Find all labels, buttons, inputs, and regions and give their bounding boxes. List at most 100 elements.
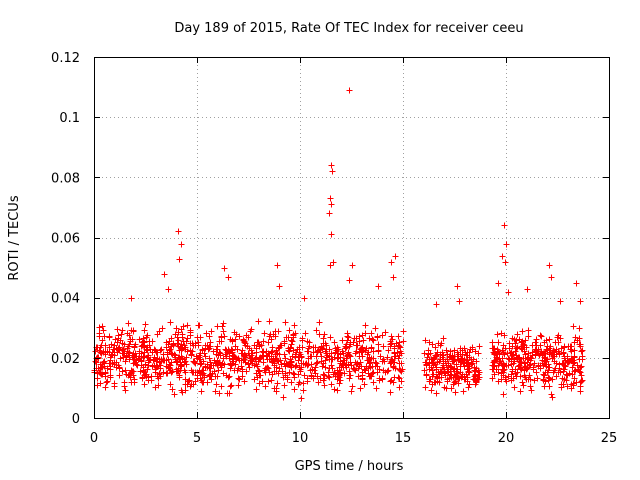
data-point — [136, 336, 143, 343]
y-tick-label: 0.06 — [51, 232, 80, 247]
data-point — [359, 375, 366, 382]
data-point — [119, 368, 126, 375]
data-point — [466, 381, 473, 388]
data-point — [546, 262, 553, 269]
data-point — [185, 378, 192, 385]
data-point — [191, 359, 198, 366]
data-point — [329, 168, 336, 175]
data-point — [286, 369, 293, 376]
data-point — [468, 361, 475, 368]
data-point — [104, 378, 111, 385]
data-point — [465, 368, 472, 375]
data-point — [189, 348, 196, 355]
data-point — [527, 355, 534, 362]
data-point — [511, 384, 518, 391]
data-point — [121, 379, 128, 386]
data-point — [422, 359, 429, 366]
data-point — [328, 201, 335, 208]
data-point — [541, 372, 548, 379]
data-point — [448, 385, 455, 392]
data-point — [308, 361, 315, 368]
data-point — [456, 298, 463, 305]
data-point — [331, 386, 338, 393]
data-point — [380, 343, 387, 350]
data-point — [576, 356, 583, 363]
data-point — [379, 332, 386, 339]
data-point — [168, 359, 175, 366]
data-point — [275, 345, 282, 352]
data-point — [457, 369, 464, 376]
data-point — [347, 339, 354, 346]
data-point — [512, 340, 519, 347]
data-point — [328, 162, 335, 169]
data-point — [375, 341, 382, 348]
data-point — [544, 369, 551, 376]
axis-ticks — [94, 57, 610, 419]
data-point — [515, 363, 522, 370]
data-point — [527, 383, 534, 390]
data-point — [572, 367, 579, 374]
data-point — [157, 362, 164, 369]
data-point — [165, 286, 172, 293]
data-point — [396, 384, 403, 391]
data-point — [395, 355, 402, 362]
data-point — [429, 367, 436, 374]
data-point — [292, 363, 299, 370]
data-point — [232, 343, 239, 350]
data-point — [266, 333, 273, 340]
data-point — [204, 379, 211, 386]
data-point — [262, 369, 269, 376]
data-point — [94, 375, 101, 382]
data-point — [298, 364, 305, 371]
data-point — [226, 350, 233, 357]
data-point — [323, 350, 330, 357]
data-point — [543, 363, 550, 370]
data-point — [398, 360, 405, 367]
data-point — [101, 358, 108, 365]
data-point — [471, 373, 478, 380]
data-point — [292, 354, 299, 361]
data-point — [436, 379, 443, 386]
data-point — [110, 346, 117, 353]
data-point — [167, 319, 174, 326]
data-point — [373, 385, 380, 392]
data-point — [119, 340, 126, 347]
data-point — [365, 365, 372, 372]
data-point — [390, 274, 397, 281]
data-point — [136, 348, 143, 355]
data-point — [261, 330, 268, 337]
y-tick-label: 0.12 — [51, 51, 80, 66]
data-point — [449, 358, 456, 365]
data-point — [159, 325, 166, 332]
data-point — [318, 353, 325, 360]
data-point — [133, 361, 140, 368]
data-point — [364, 351, 371, 358]
data-point — [152, 347, 159, 354]
data-point — [264, 353, 271, 360]
x-tick-label: 15 — [395, 431, 412, 446]
data-point — [328, 381, 335, 388]
data-point — [541, 350, 548, 357]
data-point — [517, 388, 524, 395]
data-point — [203, 330, 210, 337]
data-point — [97, 361, 104, 368]
data-point — [246, 364, 253, 371]
data-point — [509, 368, 516, 375]
data-point — [573, 280, 580, 287]
data-point — [214, 346, 221, 353]
data-point — [440, 352, 447, 359]
data-point — [208, 328, 215, 335]
data-point — [571, 375, 578, 382]
data-point — [316, 331, 323, 338]
data-point — [578, 378, 585, 385]
data-point — [537, 342, 544, 349]
data-point — [491, 371, 498, 378]
data-point — [388, 377, 395, 384]
data-point — [546, 364, 553, 371]
data-point — [461, 363, 468, 370]
data-point — [579, 347, 586, 354]
data-point — [327, 262, 334, 269]
data-point — [356, 338, 363, 345]
data-point — [167, 381, 174, 388]
data-point — [444, 378, 451, 385]
